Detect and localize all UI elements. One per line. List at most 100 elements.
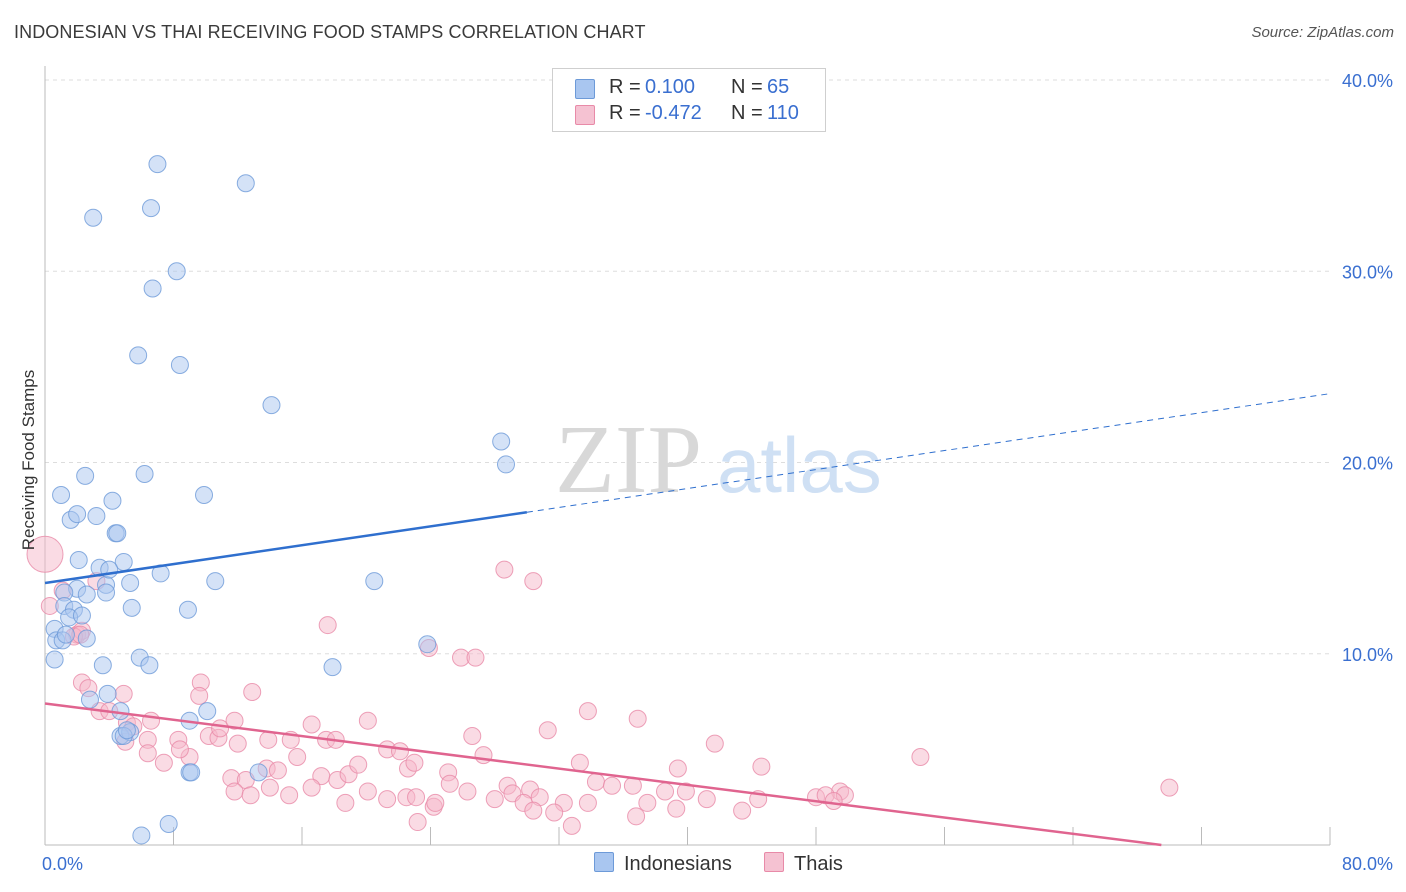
- indonesians-point: [108, 524, 127, 543]
- thais-point: [349, 755, 368, 774]
- indonesians-legend-label: Indonesians: [624, 853, 732, 875]
- watermark-atlas: atlas: [717, 421, 882, 509]
- thais-point: [628, 709, 647, 728]
- thais-point: [524, 801, 543, 820]
- thais-point: [154, 753, 173, 772]
- thais-point: [408, 813, 427, 832]
- r-value: 0.100: [645, 76, 696, 98]
- thais-legend-label: Thais: [794, 853, 843, 875]
- thais-point: [463, 726, 482, 745]
- thais-point: [228, 734, 247, 753]
- thais-trend-line: [44, 702, 1162, 847]
- x-tick-label: 0.0%: [42, 854, 83, 874]
- thais-point: [458, 782, 477, 801]
- indonesians-point: [98, 684, 117, 703]
- thais-point: [405, 753, 424, 772]
- r-label: R =: [609, 102, 641, 124]
- n-label: N =: [731, 102, 763, 124]
- source-label: Source: ZipAtlas.com: [1251, 24, 1394, 41]
- thais-point: [288, 748, 307, 767]
- indonesians-point: [97, 583, 116, 602]
- thais-point: [190, 686, 209, 705]
- indonesians-point: [323, 658, 342, 677]
- thais-point: [705, 734, 724, 753]
- indonesians-point: [140, 656, 159, 675]
- indonesians-point: [365, 572, 384, 591]
- thais-point: [733, 801, 752, 820]
- watermark: ZIP atlas: [555, 406, 882, 514]
- y-tick-label: 10.0%: [1342, 645, 1393, 665]
- n-label: N =: [731, 76, 763, 98]
- thais-point: [302, 715, 321, 734]
- indonesians-point: [178, 600, 197, 619]
- thais-point: [268, 761, 287, 780]
- watermark-zip: ZIP: [555, 406, 702, 514]
- thais-point: [225, 711, 244, 730]
- thais-point: [280, 786, 299, 805]
- r-value: -0.472: [645, 102, 702, 124]
- y-tick-label: 40.0%: [1342, 71, 1393, 91]
- indonesians-point: [117, 721, 136, 740]
- thais-point: [656, 782, 675, 801]
- thais-point: [142, 711, 161, 730]
- indonesians-swatch: [575, 79, 595, 99]
- indonesians-point: [148, 155, 167, 174]
- thais-point: [586, 772, 605, 791]
- thais-point: [318, 616, 337, 635]
- thais-point: [1160, 778, 1179, 797]
- thais-point: [603, 776, 622, 795]
- chart-title: INDONESIAN VS THAI RECEIVING FOOD STAMPS…: [14, 22, 646, 42]
- thais-point: [485, 790, 504, 809]
- indonesians-point: [198, 702, 217, 721]
- thais-point: [524, 572, 543, 591]
- indonesians-point: [76, 466, 95, 485]
- thais-point: [578, 793, 597, 812]
- indonesians-point: [418, 635, 437, 654]
- indonesians-points: [45, 155, 515, 845]
- indonesians-point: [135, 464, 154, 483]
- indonesians-point: [236, 174, 255, 193]
- indonesians-point: [262, 396, 281, 415]
- thais-point: [545, 803, 564, 822]
- indonesians-legend-swatch: [594, 852, 614, 872]
- correlation-legend: R = 0.100 N = 65 R = -0.472 N = 110: [552, 68, 826, 132]
- thais-point: [390, 742, 409, 761]
- indonesians-point: [69, 551, 88, 570]
- thais-point: [243, 683, 262, 701]
- indonesians-point: [93, 656, 112, 675]
- thais-point: [114, 684, 133, 703]
- grid-lines: [45, 79, 1330, 655]
- legend-item-thais: Thais: [764, 852, 843, 876]
- indonesians-point: [80, 690, 99, 709]
- indonesians-point: [496, 455, 515, 474]
- thais-point: [668, 759, 687, 778]
- indonesians-point: [170, 355, 189, 374]
- indonesians-point: [103, 491, 122, 510]
- thais-point: [440, 774, 459, 793]
- indonesians-point: [122, 598, 141, 617]
- thais-point: [495, 560, 514, 579]
- indonesians-point: [77, 585, 96, 604]
- thais-legend-swatch: [764, 852, 784, 872]
- indonesians-point: [129, 346, 148, 365]
- indonesians-point: [195, 486, 214, 505]
- thais-point: [562, 816, 581, 835]
- indonesians-point: [84, 208, 103, 227]
- thais-point: [26, 535, 64, 573]
- indonesians-point: [132, 826, 151, 845]
- thais-point: [697, 790, 716, 809]
- thais-point: [578, 702, 597, 721]
- thais-point: [752, 757, 771, 776]
- thais-point: [426, 793, 445, 812]
- indonesians-point: [68, 505, 87, 524]
- indonesians-point: [206, 572, 225, 591]
- indonesians-point: [72, 606, 91, 625]
- thais-point: [241, 786, 260, 805]
- indonesians-point: [77, 629, 96, 648]
- thais-point: [378, 790, 397, 809]
- indonesians-point: [142, 199, 161, 218]
- thais-point: [170, 740, 189, 759]
- indonesians-point: [121, 573, 140, 592]
- thais-point: [336, 793, 355, 812]
- indonesians-point: [159, 814, 178, 833]
